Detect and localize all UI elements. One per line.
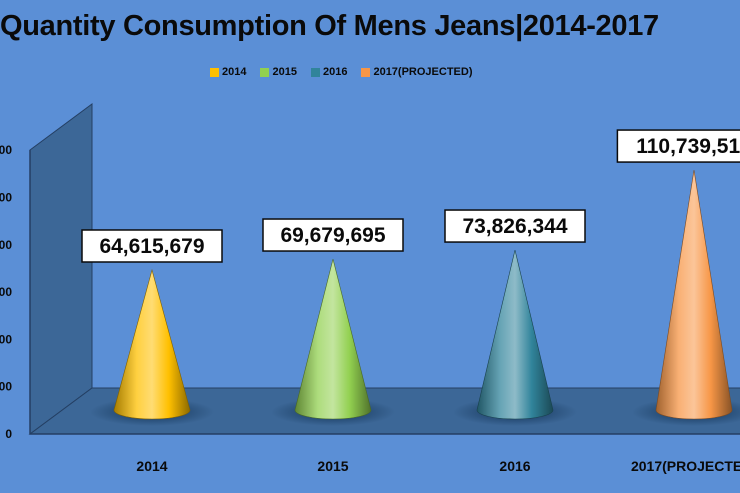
svg-text:110,739,516: 110,739,516 bbox=[636, 135, 740, 158]
svg-text:64,615,679: 64,615,679 bbox=[99, 235, 204, 258]
y-tick-label: 00 bbox=[0, 380, 12, 394]
legend: 2014 2015 2016 2017(PROJECTED) bbox=[210, 66, 473, 78]
legend-swatch-2015 bbox=[260, 67, 270, 77]
cone-2017(PROJECTED) bbox=[655, 170, 733, 420]
legend-swatch-2014 bbox=[210, 67, 219, 77]
back-wall bbox=[29, 103, 93, 435]
y-tick-label: 0 bbox=[5, 427, 12, 441]
legend-label-2016: 2016 bbox=[322, 66, 348, 78]
y-tick-label: 00 bbox=[0, 285, 12, 299]
legend-label-2014: 2014 bbox=[222, 66, 247, 78]
cone-2016 bbox=[476, 249, 554, 420]
y-tick-label: 00 bbox=[0, 143, 12, 157]
x-tick-label: 2014 bbox=[136, 458, 167, 474]
legend-item-2017: 2017(PROJECTED) bbox=[361, 66, 473, 78]
data-label-2016: 73,826,344 bbox=[444, 209, 586, 243]
legend-swatch-2016 bbox=[310, 67, 320, 77]
legend-swatch-2017 bbox=[361, 67, 371, 77]
svg-text:69,679,695: 69,679,695 bbox=[280, 224, 385, 247]
legend-item-2014: 2014 bbox=[210, 66, 246, 78]
x-tick-label: 2016 bbox=[499, 458, 530, 474]
data-label-2015: 69,679,695 bbox=[262, 218, 404, 252]
chart-title: Quantity Consumption Of Mens Jeans|2014-… bbox=[0, 10, 659, 42]
legend-label-2015: 2015 bbox=[272, 66, 297, 78]
cone-2015 bbox=[294, 258, 372, 420]
data-label-2014: 64,615,679 bbox=[81, 229, 223, 263]
legend-item-2016: 2016 bbox=[310, 66, 348, 78]
x-tick-label: 2015 bbox=[317, 458, 348, 474]
x-tick-label: 2017(PROJECTED) bbox=[631, 458, 740, 474]
y-tick-label: 00 bbox=[0, 238, 12, 252]
svg-text:73,826,344: 73,826,344 bbox=[462, 215, 567, 238]
cone-2014 bbox=[113, 268, 191, 420]
y-tick-label: 00 bbox=[0, 332, 12, 346]
y-tick-label: 00 bbox=[0, 191, 12, 205]
legend-label-2017: 2017(PROJECTED) bbox=[373, 66, 473, 78]
data-label-2017(PROJECTED): 110,739,516 bbox=[616, 129, 740, 163]
legend-item-2015: 2015 bbox=[260, 66, 297, 78]
